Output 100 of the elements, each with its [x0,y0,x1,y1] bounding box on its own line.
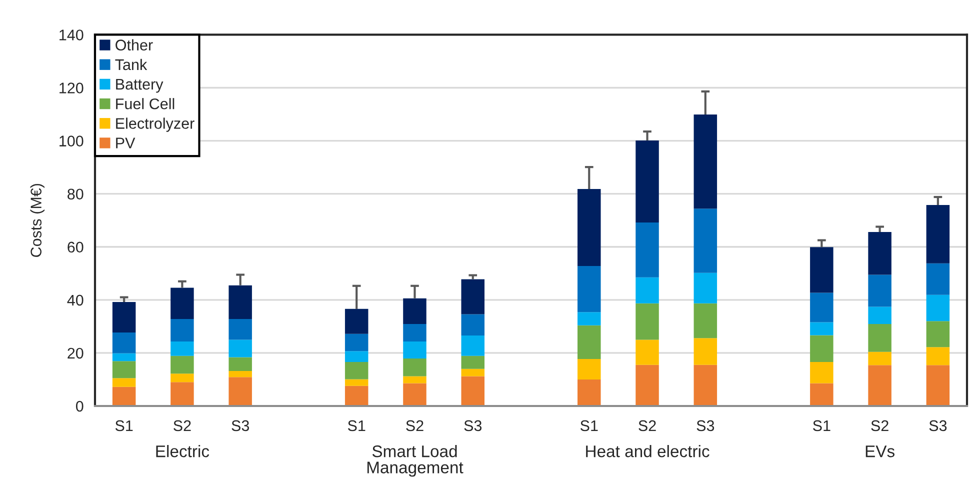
bar [403,376,426,384]
y-tick-label: 100 [60,136,84,146]
bar [403,298,426,324]
legend-label: Other [116,39,153,51]
legend-label: Electrolyzer [116,118,194,132]
bar [926,347,950,366]
bar [344,351,368,362]
bar [344,308,368,334]
bar [578,325,601,360]
text: Heat and electric [586,444,710,458]
y-tick-label: 20 [68,348,84,359]
bar [170,342,194,356]
bar [810,335,834,362]
bar [868,352,892,366]
bar [461,368,484,376]
bar [461,279,484,314]
bar [868,324,892,352]
y-tick-label: 0 [76,400,84,412]
bar [228,285,252,320]
y-axis-title: Costs (M€) [30,184,45,257]
bar [636,277,659,304]
text: EVs [866,446,894,458]
bar [112,386,136,406]
x-tick-label: S1 [813,420,830,432]
x-tick-label: S3 [232,420,250,432]
bar [403,358,426,376]
bar [694,114,718,209]
legend-label: PV [116,138,136,148]
bar [228,340,252,358]
x-tick-label: S3 [696,420,714,432]
bar [112,353,136,362]
bar [810,247,834,293]
bar [344,334,368,352]
bar [810,292,834,322]
bar [112,302,136,333]
text: Electric [156,444,210,458]
bar [228,377,252,406]
legend-label: Tank [115,58,148,70]
bar [170,374,194,382]
bar [170,382,194,406]
bar [636,364,659,406]
bar [170,319,194,342]
bar [694,208,718,273]
bar [461,335,484,356]
bar [926,263,950,295]
y-tick-label: 60 [68,242,84,253]
bar [228,357,252,371]
bar [868,365,892,406]
y-tick-label: 120 [60,82,84,94]
x-tick-label: S2 [406,420,424,432]
bar [344,379,368,386]
bar [636,140,659,222]
bar [578,379,601,406]
bar [112,332,136,354]
x-tick-label: S2 [871,420,888,432]
x-tick-label: S1 [115,420,133,432]
bar [694,338,718,365]
bar [810,322,834,336]
bar [344,362,368,380]
bar [578,312,601,326]
x-tick-label: S2 [638,420,656,432]
x-tick-label: S3 [929,420,947,432]
bar [636,303,659,340]
bar [926,294,950,322]
bar [228,370,252,378]
bar [810,362,834,384]
bar [926,204,950,264]
bar [112,361,136,378]
bar [461,356,484,369]
bar [636,340,659,365]
x-tick-label: S2 [174,420,191,432]
x-tick-label: S3 [464,420,482,432]
y-tick-label: 140 [60,30,84,40]
bar [403,342,426,359]
bar [578,189,601,266]
bar [228,319,252,340]
bar [578,266,601,312]
bar [403,324,426,342]
x-tick-label: S1 [580,420,598,432]
bar [461,314,484,336]
bar [636,222,659,278]
bar [868,232,892,275]
bar [926,321,950,348]
y-tick-label: 40 [67,294,84,306]
text: Smart Load Management [367,444,464,477]
bar [694,303,718,338]
bar [578,359,601,380]
bar [461,376,484,406]
bar [868,274,892,307]
bar [926,365,950,406]
bar [344,386,368,406]
bar [694,272,718,304]
bar [868,306,892,324]
bar [170,356,194,374]
y-tick-label: 80 [68,188,84,200]
bar [694,364,718,406]
legend-label: Battery [116,79,164,93]
bar [112,378,136,387]
x-tick-label: S1 [348,420,366,432]
bar [403,383,426,406]
